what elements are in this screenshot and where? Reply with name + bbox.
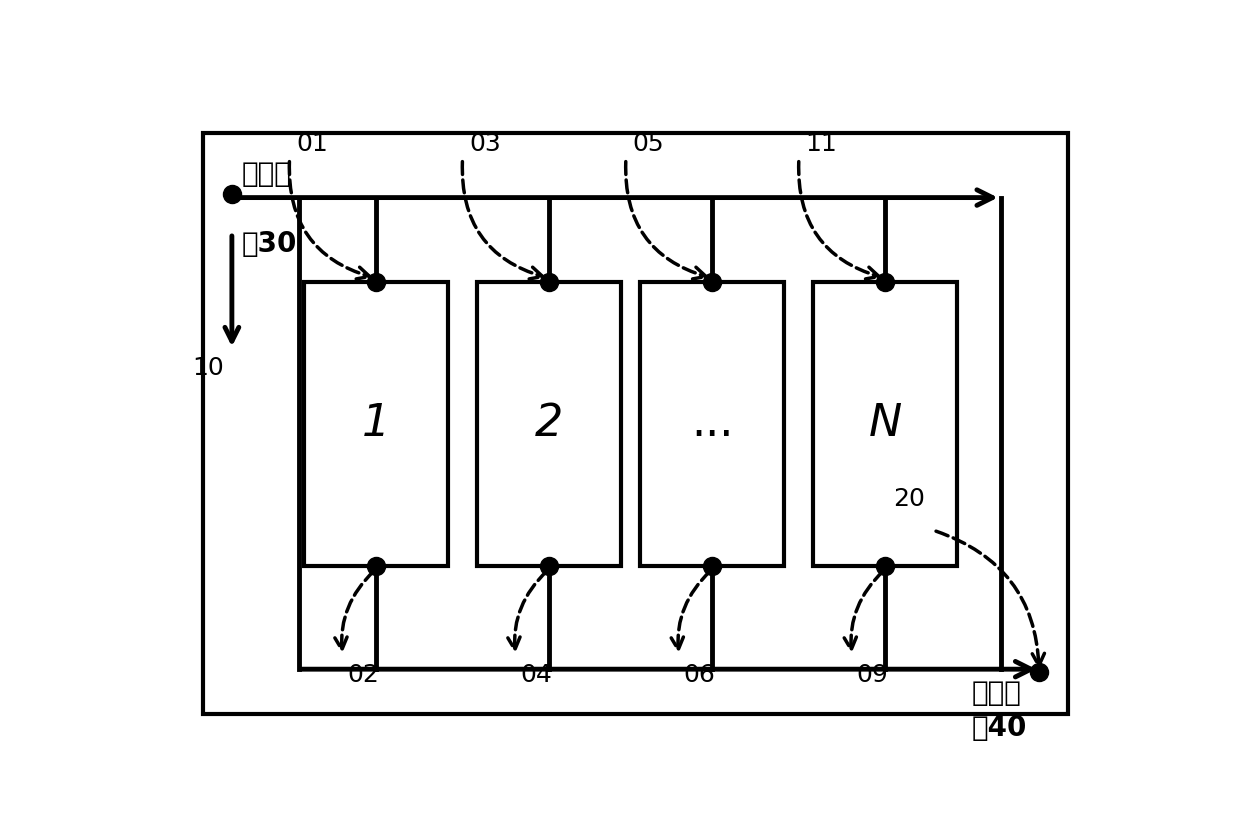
Text: 出水回: 出水回 <box>972 679 1022 707</box>
Text: 04: 04 <box>521 663 552 687</box>
Bar <box>203 133 1068 715</box>
Text: 进水回: 进水回 <box>242 160 291 188</box>
Text: N: N <box>869 402 901 446</box>
Text: 01: 01 <box>296 132 327 155</box>
Text: ...: ... <box>691 402 734 446</box>
Bar <box>477 282 621 565</box>
Text: 11: 11 <box>806 132 837 155</box>
Text: 03: 03 <box>469 132 501 155</box>
Text: 06: 06 <box>683 663 715 687</box>
Text: 09: 09 <box>857 663 888 687</box>
Text: 路30: 路30 <box>242 230 296 258</box>
Text: 1: 1 <box>362 402 391 446</box>
Text: 20: 20 <box>894 487 925 511</box>
Bar <box>640 282 785 565</box>
Bar <box>304 282 448 565</box>
Text: 05: 05 <box>632 132 665 155</box>
Text: 2: 2 <box>534 402 563 446</box>
Text: 路40: 路40 <box>972 715 1027 743</box>
Text: 10: 10 <box>192 356 223 380</box>
Text: 02: 02 <box>347 663 379 687</box>
Bar <box>813 282 957 565</box>
